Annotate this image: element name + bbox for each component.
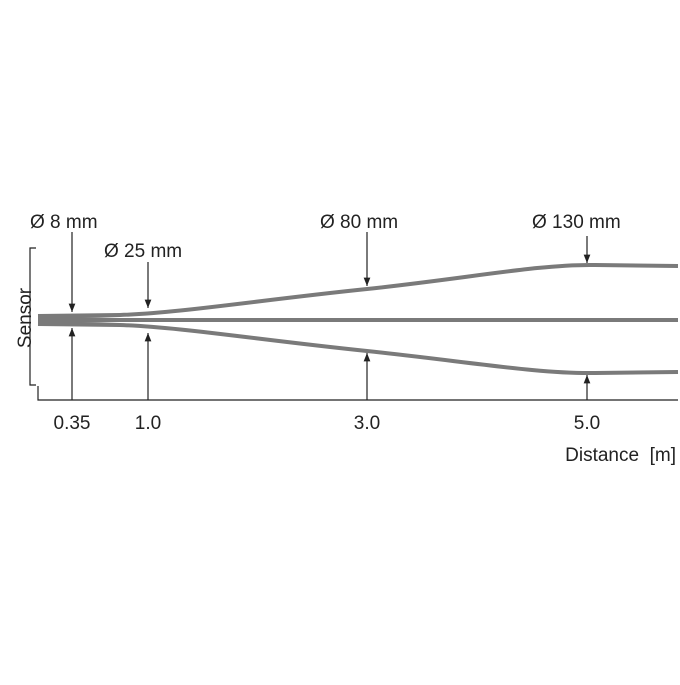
diameter-label: Ø 8 mm — [30, 212, 98, 233]
beam-upper — [37, 262, 679, 318]
sensor-bracket — [29, 247, 36, 386]
sensor-label: Sensor — [15, 287, 36, 348]
distance-label: 3.0 — [354, 413, 380, 434]
beam-lower — [37, 322, 679, 376]
distance-label: 5.0 — [574, 413, 600, 434]
diameter-label: Ø 25 mm — [104, 241, 182, 262]
distance-label: 1.0 — [135, 413, 161, 434]
distance-label: 0.35 — [54, 413, 91, 434]
axis-label: Distance [m] — [565, 445, 676, 466]
beam-origin — [38, 316, 120, 324]
distance-axis — [37, 386, 678, 401]
diameter-label: Ø 130 mm — [532, 212, 621, 233]
diameter-label: Ø 80 mm — [320, 212, 398, 233]
